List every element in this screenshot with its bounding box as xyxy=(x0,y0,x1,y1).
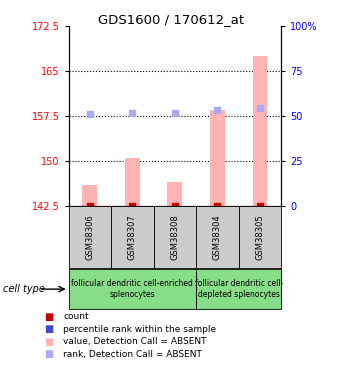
Text: GSM38305: GSM38305 xyxy=(256,214,264,260)
Text: follicular dendritic cell-
depleted splenocytes: follicular dendritic cell- depleted sple… xyxy=(194,279,283,299)
Bar xyxy=(196,206,239,268)
Bar xyxy=(252,56,268,206)
Text: GSM38307: GSM38307 xyxy=(128,214,137,260)
Text: follicular dendritic cell-enriched
splenocytes: follicular dendritic cell-enriched splen… xyxy=(71,279,193,299)
Text: cell type: cell type xyxy=(3,284,45,294)
Text: count: count xyxy=(63,312,89,321)
Point xyxy=(172,110,178,116)
Bar xyxy=(82,185,97,206)
Point xyxy=(215,203,220,209)
Text: percentile rank within the sample: percentile rank within the sample xyxy=(63,325,216,334)
Text: GSM38306: GSM38306 xyxy=(85,214,94,260)
Point xyxy=(130,110,135,116)
Text: GSM38304: GSM38304 xyxy=(213,214,222,260)
Bar xyxy=(125,158,140,206)
Point xyxy=(172,203,178,209)
Bar xyxy=(196,269,281,309)
Point xyxy=(87,203,93,209)
Bar xyxy=(111,206,154,268)
Bar xyxy=(167,182,182,206)
Bar xyxy=(69,206,111,268)
Text: GDS1600 / 170612_at: GDS1600 / 170612_at xyxy=(98,13,245,26)
Text: ■: ■ xyxy=(45,349,54,359)
Bar xyxy=(69,269,196,309)
Bar xyxy=(210,110,225,206)
Text: value, Detection Call = ABSENT: value, Detection Call = ABSENT xyxy=(63,337,207,346)
Bar xyxy=(239,206,281,268)
Text: ■: ■ xyxy=(45,324,54,334)
Point xyxy=(215,107,220,113)
Text: ■: ■ xyxy=(45,337,54,346)
Point xyxy=(257,203,263,209)
Text: GSM38308: GSM38308 xyxy=(170,214,179,260)
Point xyxy=(87,111,93,117)
Bar xyxy=(154,206,196,268)
Text: rank, Detection Call = ABSENT: rank, Detection Call = ABSENT xyxy=(63,350,202,358)
Point xyxy=(130,203,135,209)
Point xyxy=(257,105,263,111)
Text: ■: ■ xyxy=(45,312,54,322)
